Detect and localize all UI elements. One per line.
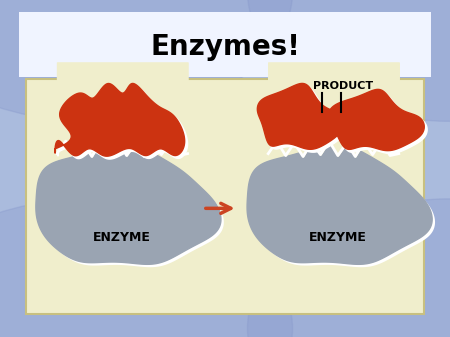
Ellipse shape bbox=[0, 0, 292, 121]
Polygon shape bbox=[331, 92, 427, 154]
Polygon shape bbox=[58, 86, 188, 159]
Ellipse shape bbox=[0, 199, 292, 337]
Text: PRODUCT: PRODUCT bbox=[313, 81, 373, 91]
Polygon shape bbox=[39, 147, 224, 267]
Text: Enzymes!: Enzymes! bbox=[150, 33, 300, 61]
Polygon shape bbox=[36, 144, 221, 264]
Polygon shape bbox=[250, 147, 435, 267]
Bar bbox=[18, 11, 432, 77]
Polygon shape bbox=[260, 86, 345, 152]
Polygon shape bbox=[328, 89, 424, 151]
Polygon shape bbox=[55, 84, 184, 156]
Polygon shape bbox=[257, 84, 342, 149]
Text: ENZYME: ENZYME bbox=[93, 231, 151, 244]
Bar bbox=[26, 79, 424, 314]
Ellipse shape bbox=[248, 0, 450, 121]
Polygon shape bbox=[247, 144, 432, 264]
Ellipse shape bbox=[248, 199, 450, 337]
Text: ENZYME: ENZYME bbox=[309, 231, 367, 244]
